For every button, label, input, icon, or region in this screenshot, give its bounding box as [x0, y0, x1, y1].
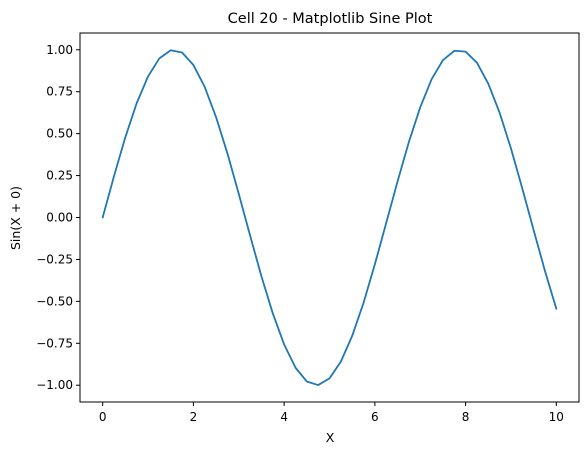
x-axis-ticks: 0 2 4 6 8 10 — [99, 402, 564, 424]
y-tick-label: −0.75 — [36, 336, 73, 350]
y-tick-label: 1.00 — [46, 43, 73, 57]
y-tick-label: 0.50 — [46, 127, 73, 141]
plot-area — [101, 49, 558, 386]
y-axis-ticks: −1.00 −0.75 −0.50 −0.25 0.00 0.25 0.50 0.75 1.00 — [36, 43, 80, 392]
y-tick-label: 0.25 — [46, 169, 73, 183]
x-tick-label: 6 — [371, 410, 379, 424]
y-tick-label: −1.00 — [36, 378, 73, 392]
x-tick-label: 4 — [280, 410, 288, 424]
x-tick-label: 0 — [99, 410, 107, 424]
axes-spines — [79, 32, 580, 403]
x-tick-label: 2 — [190, 410, 198, 424]
x-tick-label: 10 — [549, 410, 564, 424]
axes-frame — [79, 32, 580, 403]
x-axis-label: X — [326, 430, 335, 445]
y-tick-label: 0.00 — [46, 211, 73, 225]
chart-title: Cell 20 - Matplotlib Sine Plot — [228, 11, 433, 27]
x-tick-label: 8 — [462, 410, 470, 424]
y-axis-label: Sin(X + 0) — [8, 186, 23, 250]
y-tick-label: −0.25 — [36, 252, 73, 266]
y-tick-label: −0.50 — [36, 294, 73, 308]
series-line-0 — [101, 49, 558, 386]
y-tick-label: 0.75 — [46, 85, 73, 99]
